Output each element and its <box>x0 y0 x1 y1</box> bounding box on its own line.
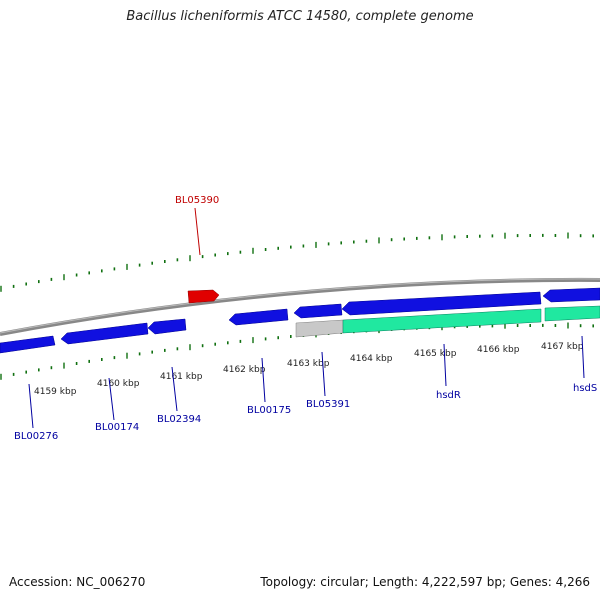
gene-label-hsdS[interactable]: hsdS <box>573 383 597 394</box>
gene-label-BL05390[interactable]: BL05390 <box>175 195 219 206</box>
gene-BL00174[interactable] <box>60 322 149 345</box>
gene-label-BL02394[interactable]: BL02394 <box>157 414 201 425</box>
gene-labels: BL05390 BL00276 BL00174 BL02394 BL00175 … <box>14 195 597 442</box>
leader-hsdR <box>443 343 447 387</box>
scale-label: 4163 kbp <box>287 359 330 369</box>
gene-label-hsdR[interactable]: hsdR <box>436 390 461 401</box>
leader-BL00174 <box>108 377 115 421</box>
gene-label-BL00175[interactable]: BL00175 <box>247 405 291 416</box>
scale-label: 4160 kbp <box>97 379 140 389</box>
outer-tick-ring <box>0 232 595 292</box>
leader-BL00175 <box>261 357 266 403</box>
accession-label: Accession: <box>9 575 73 589</box>
gene-hsdS[interactable] <box>542 287 600 303</box>
leader-BL05390 <box>194 207 201 256</box>
scale-label: 4162 kbp <box>223 365 266 375</box>
gene-BL00276[interactable] <box>0 335 56 354</box>
gene-BL05390[interactable] <box>187 289 220 304</box>
accession-value: NC_006270 <box>76 575 146 589</box>
genome-stats: Topology: circular; Length: 4,222,597 bp… <box>260 575 590 589</box>
gene-label-leaders <box>28 207 585 429</box>
genome-backbone-highlight <box>0 278 600 334</box>
gene-label-BL05391[interactable]: BL05391 <box>306 399 350 410</box>
scale-labels: 4159 kbp 4160 kbp 4161 kbp 4162 kbp 4163… <box>34 342 584 397</box>
gene-hsdR[interactable] <box>341 291 542 316</box>
scale-label: 4166 kbp <box>477 345 520 355</box>
genes-label: Genes: <box>509 575 552 589</box>
genes-value: 4,266 <box>555 575 590 589</box>
scale-label: 4165 kbp <box>414 349 457 359</box>
topology-value: circular <box>320 575 365 589</box>
accession-info: Accession: NC_006270 <box>9 575 145 589</box>
gene-hsdS-rna[interactable] <box>544 305 600 322</box>
map-title: Bacillus licheniformis ATCC 14580, compl… <box>126 9 474 24</box>
length-label: Length: <box>372 575 419 589</box>
leader-BL02394 <box>171 366 178 412</box>
leader-hsdS <box>581 335 585 379</box>
leader-BL00276 <box>28 383 34 429</box>
gene-label-BL00174[interactable]: BL00174 <box>95 422 139 433</box>
gene-BL05391[interactable] <box>293 303 343 319</box>
scale-label: 4161 kbp <box>160 372 203 382</box>
genome-backbone <box>0 277 600 336</box>
scale-label: 4159 kbp <box>34 387 77 397</box>
gene-BL02394[interactable] <box>147 318 187 335</box>
gene-BL00175[interactable] <box>228 308 289 326</box>
gene-pseudo[interactable] <box>295 319 344 338</box>
gene-hsdR-rna[interactable] <box>342 308 542 334</box>
topology-label: Topology: <box>260 575 317 589</box>
gene-label-BL00276[interactable]: BL00276 <box>14 431 58 442</box>
length-value: 4,222,597 bp <box>421 575 502 589</box>
scale-label: 4167 kbp <box>541 342 584 352</box>
leader-BL05391 <box>321 351 326 397</box>
scale-label: 4164 kbp <box>350 354 393 364</box>
